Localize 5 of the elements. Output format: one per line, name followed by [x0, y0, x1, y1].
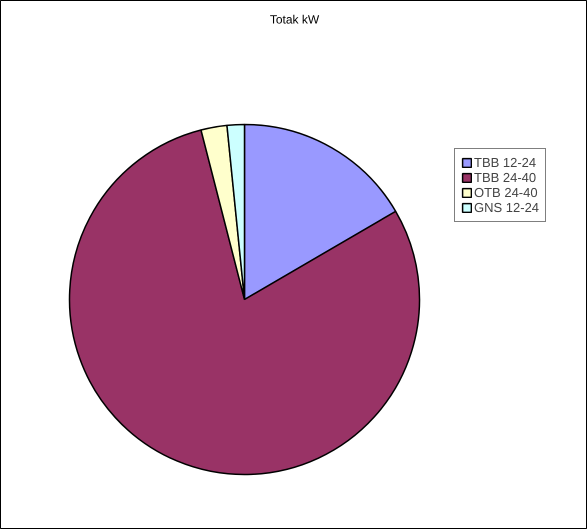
legend-label: TBB 24-40 — [474, 170, 536, 185]
legend-label: OTB 24-40 — [474, 185, 538, 200]
chart-title: Totak kW — [270, 12, 320, 26]
legend-label: TBB 12-24 — [474, 155, 536, 170]
legend-label: GNS 12-24 — [474, 200, 540, 215]
